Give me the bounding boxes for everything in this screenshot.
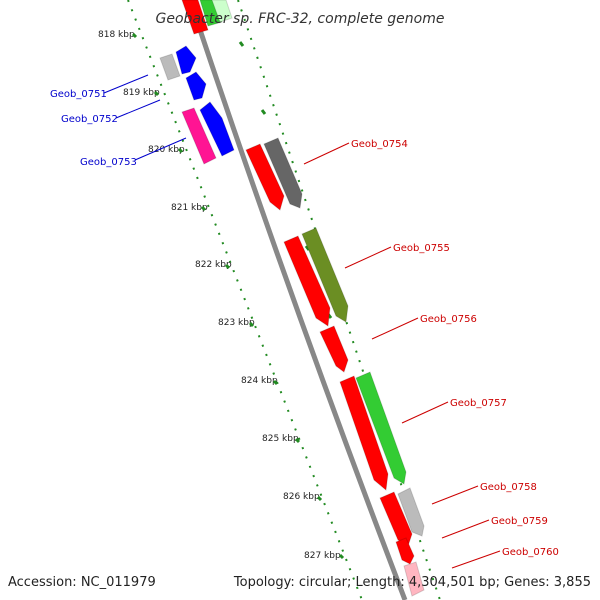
ruler-tick-mark bbox=[131, 32, 138, 39]
ruler-tick-label: 821 kbp bbox=[171, 203, 208, 213]
gene-feature-block bbox=[301, 227, 349, 323]
gene-feature-block bbox=[339, 375, 389, 491]
gene-feature-block bbox=[397, 487, 425, 537]
gene-labels: Geob_0751 Geob_0752 Geob_0753 Geob_0754 Geob… bbox=[50, 74, 559, 569]
map-title: Geobacter sp. FRC-32, complete genome bbox=[156, 11, 445, 27]
gene-feature-block bbox=[211, 0, 233, 23]
gene-feature-block bbox=[395, 537, 415, 565]
ruler-tick-mark bbox=[224, 263, 231, 270]
gene-feature-block bbox=[355, 371, 407, 485]
gene-leader-line bbox=[401, 401, 449, 424]
ruler-tick-mark bbox=[177, 147, 184, 154]
gene-feature-block bbox=[403, 561, 425, 597]
ruler-tick-label: 824 kbp bbox=[241, 376, 278, 386]
gene-label-geob-0754[interactable]: Geob_0754 bbox=[351, 139, 408, 150]
gene-label-geob-0758[interactable]: Geob_0758 bbox=[480, 482, 537, 493]
gene-leader-line bbox=[103, 74, 149, 94]
ruler-tick-label: 822 kbp bbox=[195, 260, 232, 270]
gene-feature-block bbox=[181, 0, 209, 35]
ruler-tick-mark bbox=[338, 553, 345, 560]
gene-leader-line bbox=[115, 99, 161, 119]
gene-leader-line bbox=[134, 137, 187, 161]
gene-leader-line bbox=[371, 317, 419, 340]
gene-leader-line bbox=[303, 142, 350, 165]
ruler-tick-label: 826 kbp bbox=[283, 492, 320, 502]
ruler-tick-mark bbox=[200, 205, 207, 212]
gene-label-geob-0755[interactable]: Geob_0755 bbox=[393, 243, 450, 254]
gene-label-geob-0753[interactable]: Geob_0753 bbox=[80, 157, 137, 168]
ruler-tick-label: 819 kbp bbox=[123, 88, 160, 98]
ruler-tick-mark bbox=[316, 495, 323, 502]
accession-text: Accession: NC_011979 bbox=[8, 575, 156, 590]
gene-label-geob-0757[interactable]: Geob_0757 bbox=[450, 398, 507, 409]
genome-stats-text: Topology: circular; Length: 4,304,501 bp… bbox=[233, 575, 591, 590]
gene-feature-block bbox=[159, 53, 181, 81]
gene-label-geob-0751[interactable]: Geob_0751 bbox=[50, 89, 107, 100]
ruler-tick-mark bbox=[153, 90, 160, 97]
gene-feature-block bbox=[199, 101, 235, 157]
ruler-tick-label: 825 kbp bbox=[262, 434, 299, 444]
gene-feature-block bbox=[245, 143, 285, 211]
ruler-tick-label: 820 kbp bbox=[148, 145, 185, 155]
ruler-tick-mark bbox=[260, 109, 267, 115]
ruler-tick-label: 823 kbp bbox=[218, 318, 255, 328]
gene-feature-block bbox=[263, 137, 303, 209]
gene-leader-line bbox=[441, 519, 490, 539]
ruler-tick-mark bbox=[248, 321, 255, 328]
gene-label-geob-0756[interactable]: Geob_0756 bbox=[420, 314, 477, 325]
ruler-tick-mark bbox=[294, 437, 301, 444]
gene-feature-block bbox=[199, 0, 223, 27]
gene-leader-line bbox=[431, 485, 479, 505]
ruler-tick-label: 818 kbp bbox=[98, 30, 135, 40]
gene-leader-line bbox=[344, 246, 392, 269]
gene-feature-block bbox=[283, 235, 331, 327]
features bbox=[159, 0, 425, 597]
genome-backbone bbox=[187, 0, 408, 600]
gene-feature-block bbox=[185, 71, 207, 101]
ruler-tick-mark bbox=[238, 41, 245, 47]
ruler-tick-label: 827 kbp bbox=[304, 551, 341, 561]
ruler-tick-mark bbox=[272, 379, 279, 386]
gene-leader-line bbox=[451, 550, 501, 569]
gene-feature-block bbox=[319, 325, 349, 373]
gene-label-geob-0759[interactable]: Geob_0759 bbox=[491, 516, 548, 527]
gene-feature-block bbox=[181, 107, 217, 165]
gene-feature-block bbox=[175, 45, 197, 75]
gene-label-geob-0760[interactable]: Geob_0760 bbox=[502, 547, 559, 558]
gene-feature-block bbox=[379, 491, 413, 547]
gene-label-geob-0752[interactable]: Geob_0752 bbox=[61, 114, 118, 125]
